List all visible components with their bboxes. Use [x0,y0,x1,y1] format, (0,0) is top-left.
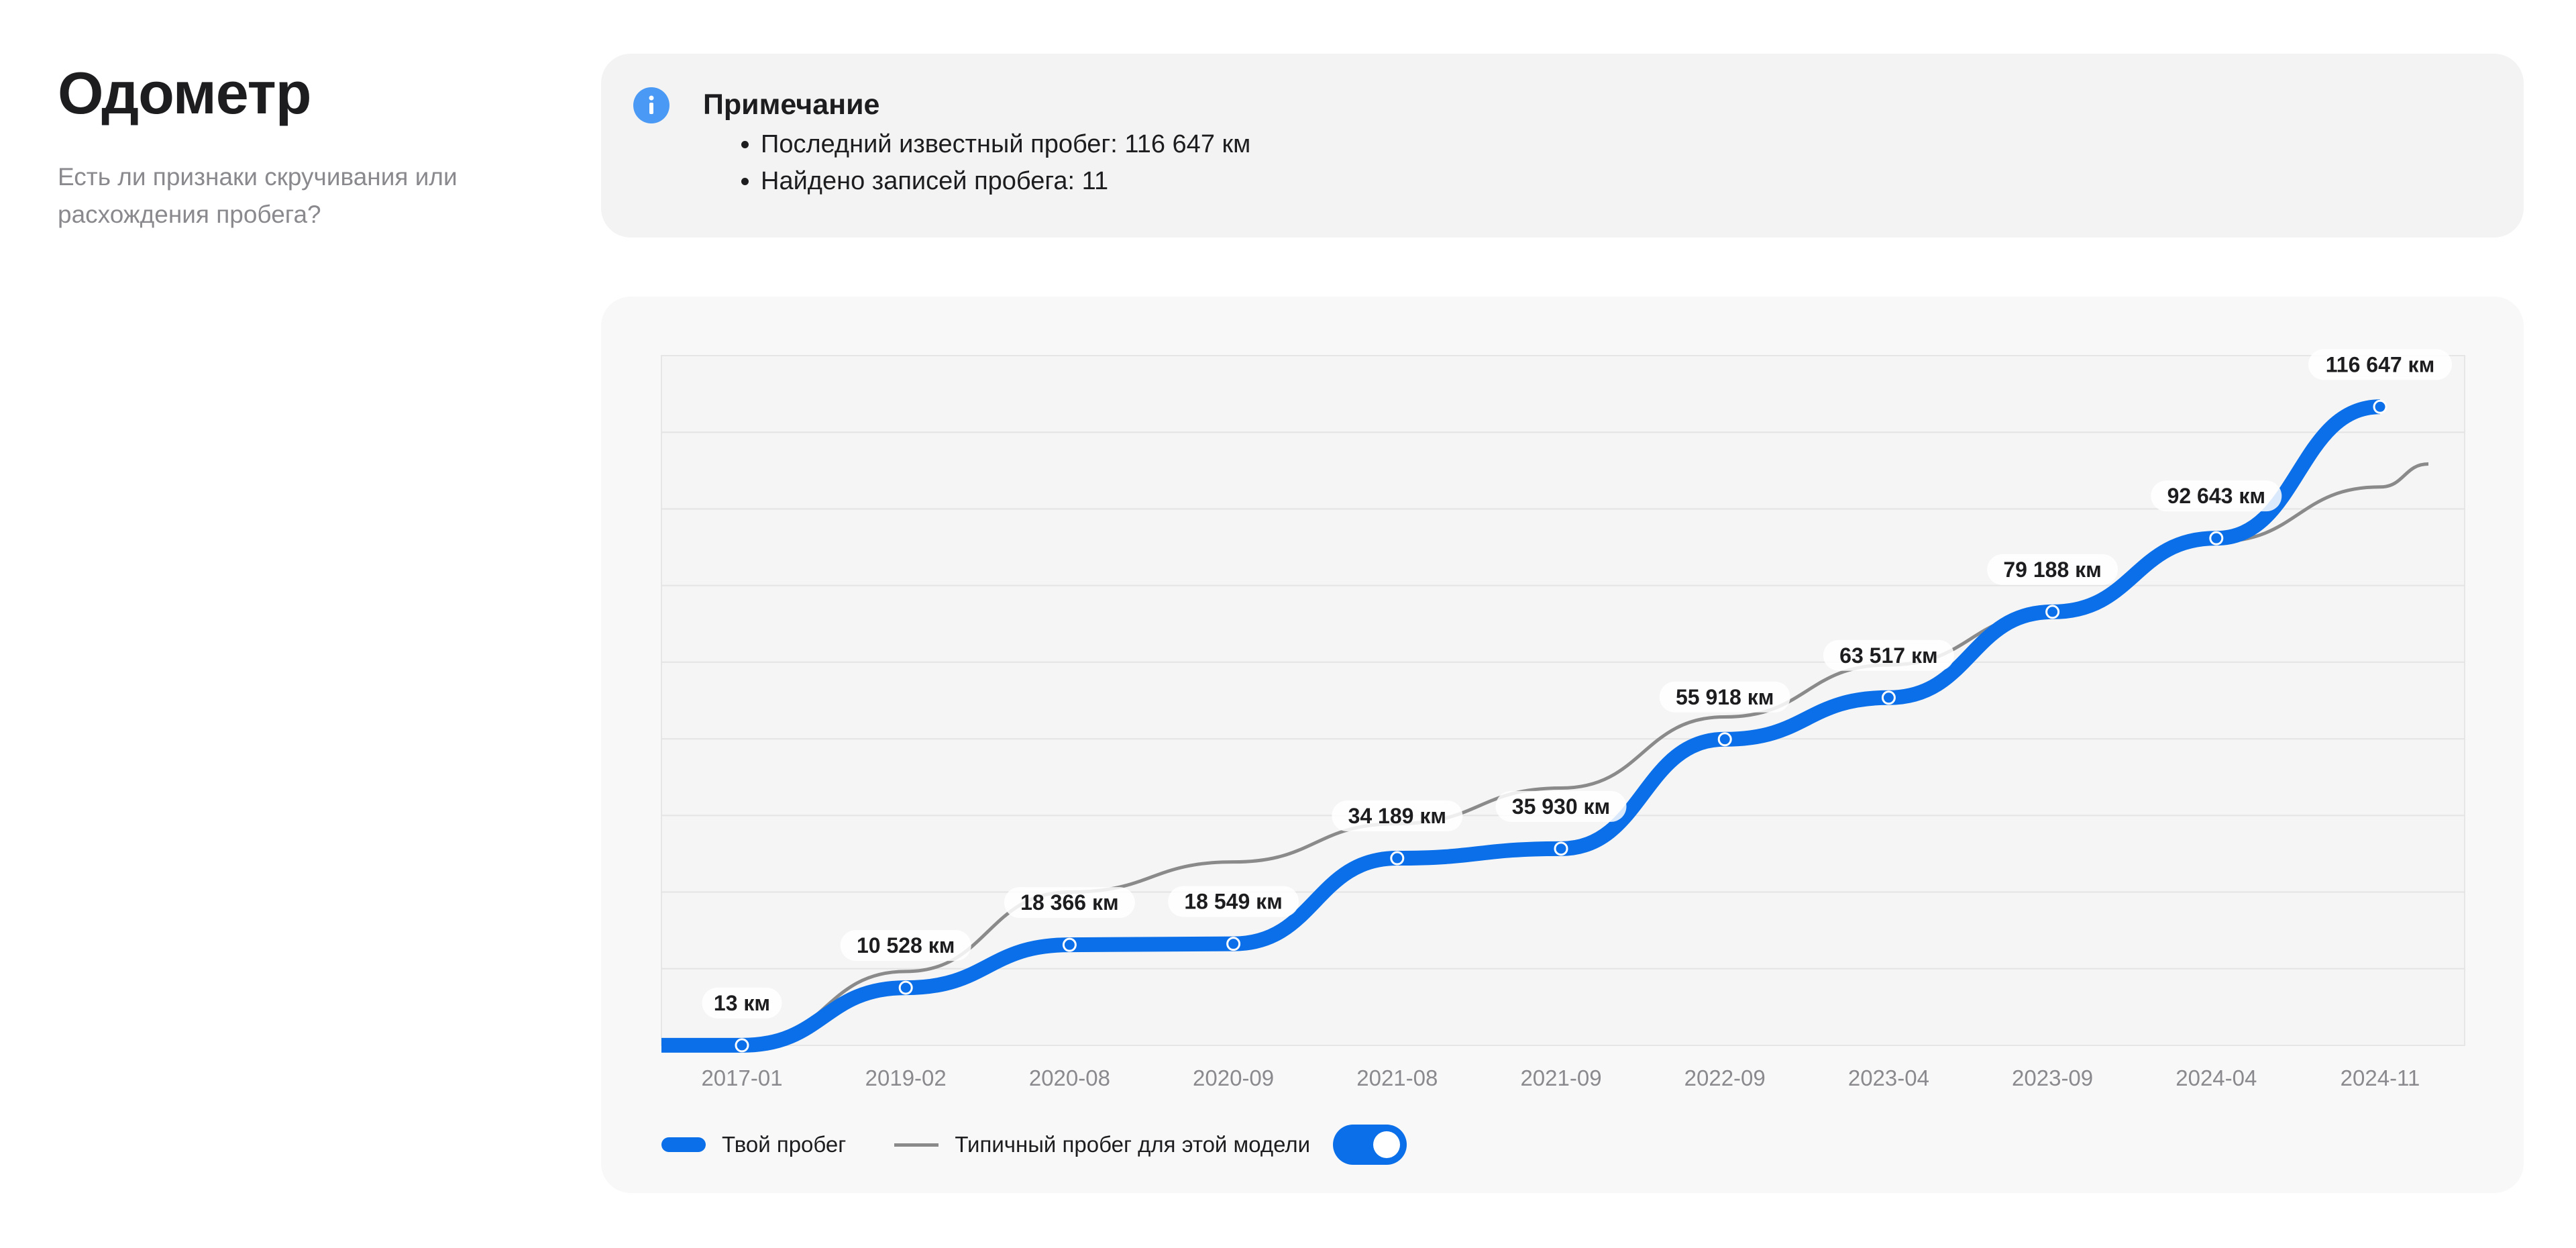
data-label-bg [1987,554,2118,585]
data-label: 116 647 км [2326,352,2434,376]
note-title: Примечание [703,89,880,121]
note-item-records-count: Найдено записей пробега: 11 [761,163,1250,200]
x-tick-label: 2024-11 [2341,1065,2420,1090]
data-label: 79 188 км [2003,558,2101,582]
your-mileage-line [661,399,2381,1053]
legend-swatch-typical [894,1143,939,1147]
note-list: Последний известный пробег: 116 647 км Н… [733,126,1250,200]
data-label-bg [1659,681,1790,713]
note-item-last-mileage: Последний известный пробег: 116 647 км [761,126,1250,163]
page-subtitle: Есть ли признаки скручивания или расхожд… [58,163,458,228]
info-icon [633,87,669,123]
data-label-bg [840,930,971,961]
data-label-bg [1332,800,1463,832]
note-card: Примечание Последний известный пробег: 1… [601,54,2524,238]
plot-area [661,355,2465,1046]
data-label: 18 366 км [1020,890,1118,915]
data-point [1881,690,1896,705]
data-label: 34 189 км [1348,804,1446,828]
typical-toggle[interactable] [1333,1125,1407,1165]
data-label-bg [1004,887,1135,919]
data-label: 35 930 км [1512,794,1610,819]
toggle-knob [1373,1131,1401,1158]
data-point [2045,605,2060,619]
chart-card: 13 км 10 528 км 18 366 км 18 549 км 34 189 к… [601,297,2524,1193]
data-point [1717,732,1732,747]
page-title: Одометр [58,60,311,126]
data-point [1390,851,1405,866]
data-label-bg [1823,639,1954,671]
legend: Твой пробег Типичный пробег для этой мод… [661,1125,1407,1165]
data-point [898,980,913,995]
legend-label-yours: Твой пробег [722,1132,847,1157]
data-label-bg [2151,480,2282,512]
data-label: 13 км [714,991,770,1015]
legend-label-typical: Типичный пробег для этой модели [955,1132,1311,1157]
data-point [2209,531,2224,545]
legend-swatch-yours [661,1137,706,1152]
data-point [1554,841,1568,856]
data-label-bg [1495,790,1627,822]
data-label: 18 549 км [1184,890,1282,914]
data-label: 92 643 км [2167,484,2265,508]
data-label: 10 528 км [857,933,955,957]
x-tick-label: 2021-08 [1356,1065,1438,1090]
x-tick-label: 2019-02 [865,1065,947,1090]
data-point [735,1038,749,1053]
x-tick-label: 2020-09 [1193,1065,1274,1090]
x-tick-label: 2023-04 [1848,1065,1929,1090]
x-tick-label: 2020-08 [1029,1065,1110,1090]
data-label: 55 918 км [1676,685,1774,709]
x-tick-label: 2017-01 [701,1065,782,1090]
data-label-bg [1168,886,1299,917]
x-tick-label: 2024-04 [2176,1065,2257,1090]
x-tick-label: 2021-09 [1520,1065,1601,1090]
data-label-bg [702,987,782,1019]
x-tick-label: 2023-09 [2012,1065,2093,1090]
x-tick-label: 2022-09 [1684,1065,1766,1090]
data-point [1226,937,1241,951]
data-label-bg [2308,349,2452,380]
data-point [2373,399,2387,414]
odometer-chart: 13 км 10 528 км 18 366 км 18 549 км 34 189 к… [661,349,2465,1090]
data-label: 63 517 км [1839,643,1937,668]
data-point [1062,937,1077,952]
